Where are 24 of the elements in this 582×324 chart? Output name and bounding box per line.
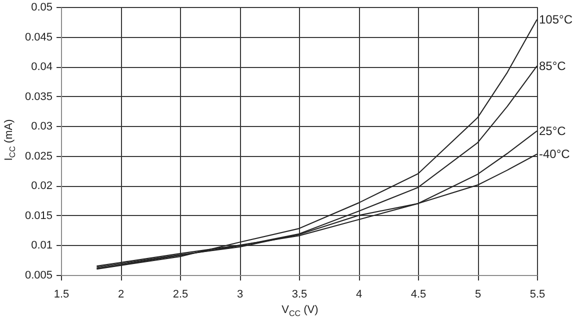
series-label: 85°C — [539, 58, 566, 73]
x-tick-label: 5 — [474, 288, 482, 300]
y-tick-label: 0.035 — [24, 90, 52, 103]
y-tick-label: 0.045 — [24, 31, 52, 44]
y-tick-label: 0.05 — [31, 2, 52, 14]
x-tick-label: 3.5 — [292, 288, 308, 300]
y-tick-label: 0.005 — [24, 270, 52, 282]
x-tick-label: 2 — [118, 288, 124, 300]
x-axis-title: V$_{CC}$ (V) — [282, 304, 318, 318]
series-label: -40°C — [539, 147, 570, 162]
x-tick-label: 1.5 — [54, 288, 70, 300]
y-tick-label: 0.025 — [24, 150, 52, 162]
x-tick-label: 4 — [356, 288, 362, 300]
x-tick-label: 2.5 — [172, 288, 188, 300]
y-tick-label: 0.01 — [31, 240, 52, 252]
y-tick-label: 0.02 — [31, 180, 52, 192]
x-tick-label: 5.5 — [530, 288, 546, 300]
x-tick-label: 4.5 — [410, 288, 426, 300]
series-label: 25°C — [539, 124, 566, 138]
series-label: 105°C — [539, 12, 573, 27]
y-tick-label: 0.04 — [31, 61, 52, 74]
y-tick-label: 0.015 — [24, 210, 52, 222]
y-tick-label: 0.03 — [31, 120, 52, 133]
x-tick-label: 3 — [236, 288, 244, 300]
